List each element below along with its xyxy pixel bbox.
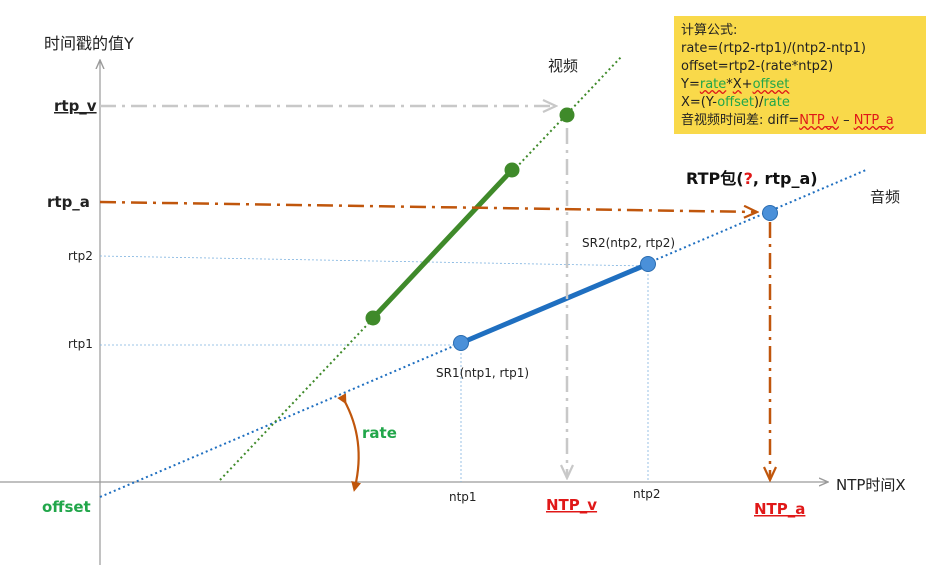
sr1-label: SR1(ntp1, rtp1): [436, 366, 529, 380]
formula-offset: offset=rtp2-(rate*ntp2): [681, 59, 834, 74]
y-axis-title: 时间戳的值Y: [44, 34, 134, 53]
ntp-a-label: NTP_a: [754, 500, 805, 518]
formula-x-div: )/: [753, 95, 764, 110]
formula-diff-ntpv: NTP_v: [799, 113, 839, 128]
formula-x-prefix: X=(Y-: [681, 95, 718, 110]
formula-x-rate: rate: [763, 95, 790, 110]
rtp-packet-suffix: , rtp_a): [753, 169, 818, 188]
audio-label: 音频: [870, 188, 900, 206]
rate-label: rate: [362, 424, 397, 442]
video-point-lower: [365, 310, 381, 326]
formula-diff-prefix: 音视频时间差: diff=: [681, 113, 800, 128]
formula-y-mul: *: [726, 77, 733, 92]
audio-segment: [460, 261, 649, 346]
rtp-packet-label: RTP包(?, rtp_a): [686, 169, 818, 188]
sr1-point: [453, 335, 469, 351]
formula-rate: rate=(rtp2-rtp1)/(ntp2-ntp1): [681, 41, 866, 56]
rtp-packet-unknown: ?: [744, 169, 753, 188]
rtp1-label: rtp1: [68, 337, 93, 351]
formula-diff-minus: –: [838, 113, 854, 128]
rtp-packet-point: [762, 205, 778, 221]
offset-label: offset: [42, 498, 91, 516]
formula-y: Y=rate*X+offset: [681, 76, 919, 94]
formula-diff: 音视频时间差: diff=NTP_v – NTP_a: [681, 112, 919, 130]
rtp-v-label: rtp_v: [54, 97, 97, 115]
x-axis-title: NTP时间X: [836, 476, 906, 494]
formula-y-x: X: [732, 77, 742, 92]
formula-y-plus: +: [741, 77, 753, 92]
ntp-v-label: NTP_v: [546, 496, 597, 514]
formula-box: 计算公式: rate=(rtp2-rtp1)/(ntp2-ntp1) offse…: [674, 16, 926, 134]
video-label: 视频: [548, 57, 578, 75]
rtp-a-arrow: [99, 200, 757, 212]
sr2-label: SR2(ntp2, rtp2): [582, 236, 675, 250]
formula-y-rate: rate: [699, 77, 727, 92]
rtp2-label: rtp2: [68, 249, 93, 263]
video-point-upper: [504, 162, 520, 178]
formula-diff-ntpa: NTP_a: [853, 113, 894, 128]
ntp1-label: ntp1: [449, 490, 477, 504]
formula-y-offset: offset: [752, 77, 790, 92]
rtp-a-label: rtp_a: [47, 193, 90, 211]
rtp2-guide: [99, 255, 649, 267]
formula-x-offset: offset: [717, 95, 754, 110]
rate-angle-arc: [337, 393, 362, 492]
video-point-top: [559, 107, 575, 123]
formula-title: 计算公式:: [681, 23, 738, 38]
video-segment: [371, 168, 514, 320]
rtp-packet-prefix: RTP包(: [686, 169, 744, 188]
ntp2-label: ntp2: [633, 487, 661, 501]
formula-x: X=(Y-offset)/rate: [681, 94, 919, 112]
sr2-point: [640, 256, 656, 272]
video-line: [219, 55, 623, 481]
formula-y-prefix: Y=: [681, 77, 700, 92]
